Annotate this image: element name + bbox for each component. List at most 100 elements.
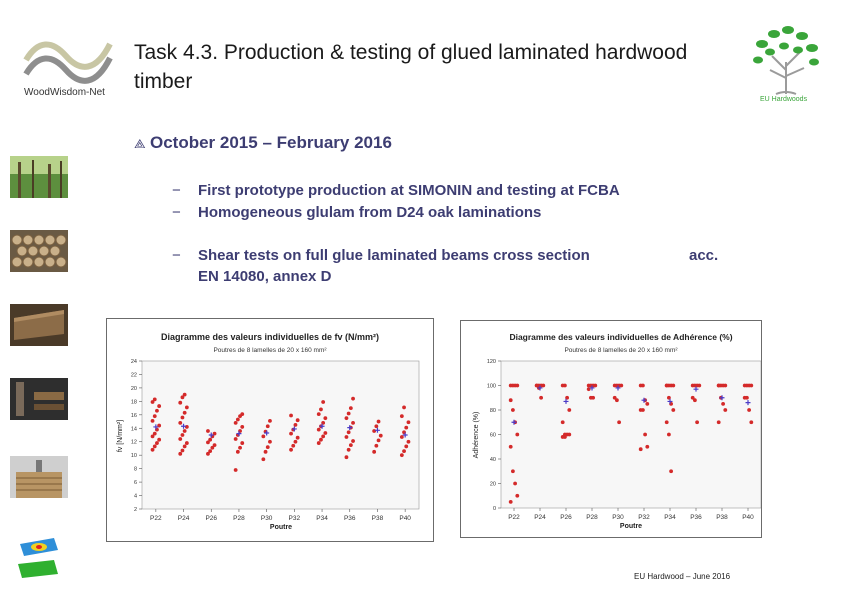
mean-marker (153, 424, 159, 430)
y-tick-label: 60 (490, 433, 496, 439)
log-pile-photo-icon (10, 230, 68, 272)
data-point (155, 408, 159, 413)
data-point (289, 447, 293, 452)
mean-marker (589, 385, 595, 391)
data-point (406, 420, 411, 425)
data-point (346, 447, 351, 452)
data-point (150, 400, 155, 404)
x-tick-label: P30 (612, 514, 624, 521)
data-point (316, 412, 321, 417)
y-tick-label: 10 (131, 453, 137, 459)
data-point (206, 440, 210, 445)
data-point (240, 412, 245, 417)
mean-marker (347, 425, 353, 431)
data-point (615, 398, 619, 403)
x-tick-label: P22 (150, 515, 162, 522)
forest-photo (10, 156, 68, 198)
data-point (346, 430, 351, 435)
fem-model (14, 534, 60, 580)
data-point (206, 451, 210, 456)
data-point (745, 395, 749, 400)
data-point (511, 408, 515, 412)
data-point (406, 439, 411, 444)
data-point (515, 493, 520, 498)
chart-subtitle: Poutres de 8 lamelles de 20 x 160 mm² (564, 347, 678, 354)
x-tick-label: P28 (233, 515, 245, 522)
chart-subtitle: Poutres de 8 lamelles de 20 x 160 mm² (213, 347, 327, 354)
footer: EU Hardwood – June 2016 (634, 572, 731, 581)
data-point (178, 400, 183, 405)
chart-title: Diagramme des valeurs individuelles de f… (161, 332, 379, 342)
sub-bullet-3-text: Shear tests on full glue laminated beams… (198, 247, 590, 264)
chart-title: Diagramme des valeurs individuelles de A… (509, 332, 732, 342)
data-point (157, 437, 162, 442)
data-point (180, 433, 185, 437)
data-point (511, 469, 515, 474)
glulam-stack-photo-icon (10, 456, 68, 498)
data-point (723, 383, 728, 388)
data-point (293, 423, 298, 427)
data-point (152, 397, 157, 402)
data-point (747, 408, 751, 412)
data-point (378, 433, 383, 438)
y-tick-label: 18 (131, 399, 137, 405)
x-tick-label: P38 (372, 515, 384, 522)
data-point (723, 408, 728, 412)
data-point (563, 383, 567, 388)
sub-bullet-1-text: First prototype production at SIMONIN an… (198, 182, 620, 199)
data-point (565, 395, 569, 400)
data-point (508, 444, 513, 449)
sub-bullet-1: − First prototype production at SIMONIN a… (172, 180, 620, 201)
data-point (316, 427, 321, 432)
x-tick-label: P22 (508, 514, 520, 521)
data-point (212, 443, 217, 447)
chart-adherence: Diagramme des valeurs individuelles de A… (460, 320, 762, 538)
data-point (323, 416, 328, 421)
data-point (319, 437, 323, 442)
data-point (295, 435, 300, 440)
data-point (180, 448, 185, 453)
data-point (261, 457, 266, 462)
mean-marker (719, 395, 725, 401)
data-point (208, 437, 213, 442)
data-point (157, 404, 162, 408)
y-tick-label: 12 (131, 440, 137, 446)
sub-bullet-3: − Shear tests on full glue laminated beam… (172, 245, 742, 287)
data-point (295, 418, 300, 423)
data-point (182, 410, 187, 415)
sub-bullet-2: − Homogeneous glulam from D24 oak laminat… (172, 202, 541, 223)
workshop-photo-icon (10, 378, 68, 420)
data-point (721, 401, 725, 406)
data-point (671, 408, 676, 412)
y-tick-label: 20 (490, 482, 496, 488)
data-point (321, 434, 326, 439)
data-point (291, 443, 296, 448)
x-tick-label: P24 (534, 514, 546, 521)
data-point (374, 443, 379, 448)
data-point (513, 481, 517, 486)
mean-marker (667, 398, 673, 404)
data-point (208, 449, 213, 454)
data-point (515, 383, 520, 388)
plot-area (141, 360, 420, 510)
mean-marker (319, 423, 325, 429)
mean-marker (745, 400, 751, 406)
data-point (664, 383, 669, 388)
data-point (268, 439, 272, 444)
data-point (233, 468, 238, 472)
data-point (323, 431, 328, 435)
chart-adherence-svg: Diagramme des valeurs individuelles de A… (473, 332, 762, 530)
data-point (399, 435, 404, 439)
sub-bullet-3-line2: EN 14080, annex D (198, 268, 332, 285)
chart-fv: Diagramme des valeurs individuelles de f… (106, 318, 434, 542)
x-tick-label: P32 (289, 515, 301, 522)
date-bullet-text: October 2015 – February 2016 (150, 133, 392, 152)
data-point (515, 432, 520, 437)
x-tick-label: P30 (261, 515, 273, 522)
data-point (641, 383, 645, 388)
data-point (346, 411, 351, 416)
data-point (693, 398, 697, 403)
woodwisdom-logo-text: WoodWisdom-Net (24, 87, 105, 98)
y-tick-label: 4 (134, 494, 137, 500)
data-point (749, 383, 754, 388)
